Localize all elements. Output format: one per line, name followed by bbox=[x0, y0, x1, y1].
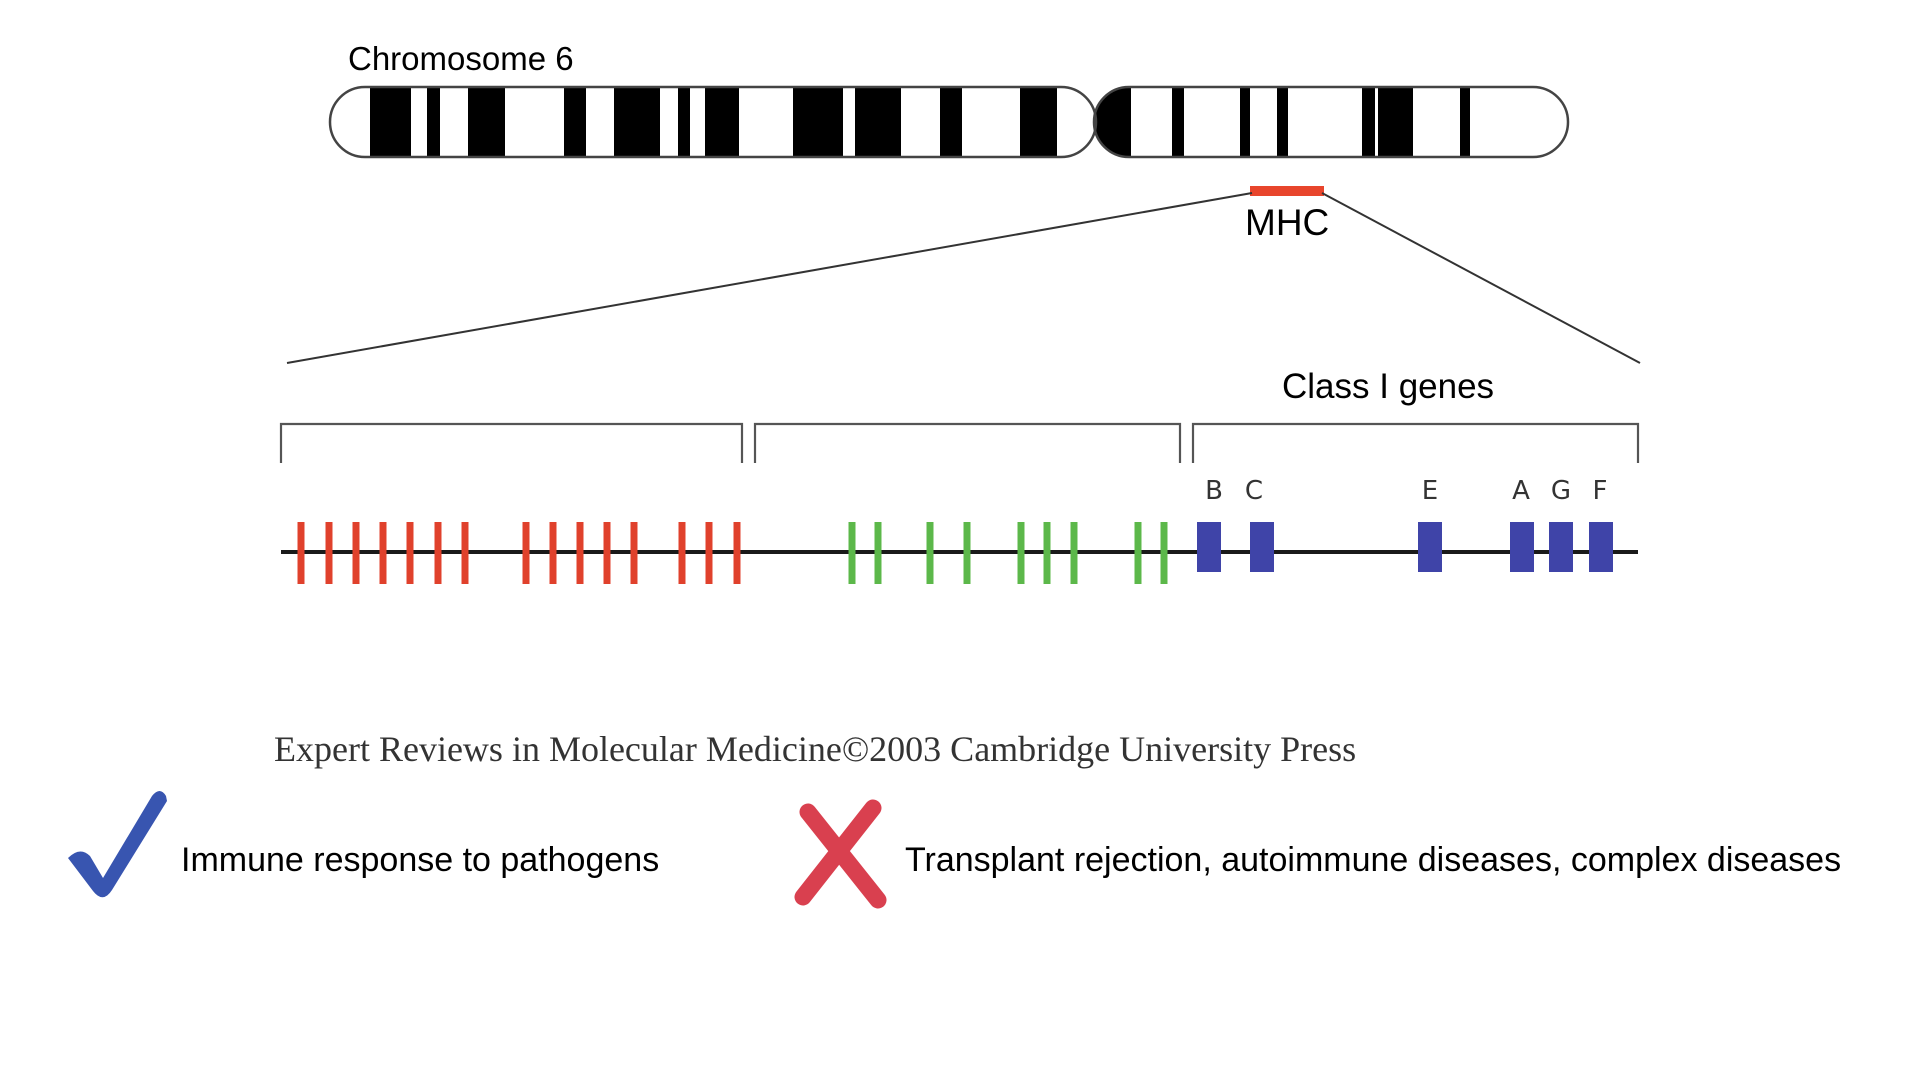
gene-tick-class-3 bbox=[379, 522, 387, 584]
chromosome-band bbox=[940, 87, 962, 157]
class-2-gene-ticks bbox=[848, 522, 1168, 584]
chromosome-band bbox=[855, 87, 901, 157]
class-1-gene-boxes bbox=[1197, 522, 1613, 572]
mhc-region-marker bbox=[1250, 186, 1324, 196]
gene-tick-class-2 bbox=[1070, 522, 1078, 584]
gene-box-class-1 bbox=[1510, 522, 1534, 572]
gene-tick-class-2 bbox=[926, 522, 934, 584]
gene-letter-c: C bbox=[1245, 476, 1263, 506]
chromosome-p-arm bbox=[328, 85, 1098, 159]
gene-letter-e: E bbox=[1422, 476, 1438, 506]
gene-tick-class-2 bbox=[848, 522, 856, 584]
chromosome-band bbox=[1460, 87, 1470, 157]
gene-box-class-1 bbox=[1250, 522, 1274, 572]
chromosome-band bbox=[1094, 87, 1131, 157]
gene-tick-class-3 bbox=[549, 522, 557, 584]
gene-tick-class-3 bbox=[522, 522, 530, 584]
chromosome-title: Chromosome 6 bbox=[348, 40, 574, 77]
chromosome-band bbox=[614, 87, 660, 157]
chromosome-band bbox=[1020, 87, 1057, 157]
chromosome-band bbox=[427, 87, 440, 157]
gene-tick-class-3 bbox=[576, 522, 584, 584]
bracket-class-2 bbox=[753, 422, 1182, 463]
gene-tick-class-3 bbox=[297, 522, 305, 584]
gene-letter-g: G bbox=[1551, 476, 1571, 506]
gene-tick-class-2 bbox=[1043, 522, 1051, 584]
chromosome-band bbox=[793, 87, 843, 157]
chromosome-band bbox=[564, 87, 586, 157]
chromosome-band bbox=[1362, 87, 1375, 157]
chromosome-band bbox=[468, 87, 505, 157]
gene-box-class-1 bbox=[1549, 522, 1573, 572]
cross-icon bbox=[794, 799, 887, 909]
gene-letter-b: B bbox=[1205, 476, 1223, 506]
gene-tick-class-2 bbox=[874, 522, 882, 584]
chromosome-q-arm bbox=[1092, 85, 1570, 159]
gene-tick-class-3 bbox=[733, 522, 741, 584]
gene-tick-class-3 bbox=[678, 522, 686, 584]
chromosome-band bbox=[1240, 87, 1250, 157]
zoom-line-right bbox=[1321, 192, 1641, 364]
gene-letter-f: F bbox=[1593, 476, 1608, 506]
bracket-class-1 bbox=[1191, 422, 1640, 463]
class-1-genes-label: Class I genes bbox=[1282, 367, 1494, 406]
chromosome-band bbox=[1277, 87, 1288, 157]
gene-box-class-1 bbox=[1197, 522, 1221, 572]
gene-tick-class-3 bbox=[352, 522, 360, 584]
bracket-class-3 bbox=[279, 422, 744, 463]
chromosome-q-arm-bands bbox=[1094, 87, 1470, 157]
gene-tick-class-3 bbox=[325, 522, 333, 584]
gene-tick-class-3 bbox=[461, 522, 469, 584]
gene-tick-class-3 bbox=[630, 522, 638, 584]
gene-tick-class-3 bbox=[434, 522, 442, 584]
class-3-gene-ticks bbox=[297, 522, 741, 584]
chromosome-6 bbox=[328, 85, 1570, 159]
chromosome-p-arm-bands bbox=[370, 87, 1057, 157]
mhc-region-label: MHC bbox=[1245, 202, 1329, 243]
gene-tick-class-2 bbox=[1017, 522, 1025, 584]
gene-tick-class-3 bbox=[406, 522, 414, 584]
gene-tick-class-2 bbox=[1160, 522, 1168, 584]
gene-tick-class-2 bbox=[1134, 522, 1142, 584]
chromosome-band bbox=[1172, 87, 1184, 157]
checkmark-icon bbox=[68, 791, 167, 898]
gene-box-class-1 bbox=[1589, 522, 1613, 572]
class-1-gene-letters: B C E A G F bbox=[1205, 476, 1607, 506]
gene-tick-class-2 bbox=[963, 522, 971, 584]
positive-outcome-text: Immune response to pathogens bbox=[181, 841, 659, 879]
gene-letter-a: A bbox=[1512, 476, 1530, 506]
chromosome-band bbox=[370, 87, 411, 157]
zoom-line-left bbox=[286, 192, 1253, 364]
chromosome-band bbox=[678, 87, 690, 157]
gene-tick-class-3 bbox=[603, 522, 611, 584]
chromosome-band bbox=[705, 87, 739, 157]
source-citation: Expert Reviews in Molecular Medicine©200… bbox=[274, 729, 1356, 769]
chromosome-band bbox=[1378, 87, 1413, 157]
negative-outcome-text: Transplant rejection, autoimmune disease… bbox=[905, 841, 1841, 879]
gene-tick-class-3 bbox=[705, 522, 713, 584]
gene-box-class-1 bbox=[1418, 522, 1442, 572]
